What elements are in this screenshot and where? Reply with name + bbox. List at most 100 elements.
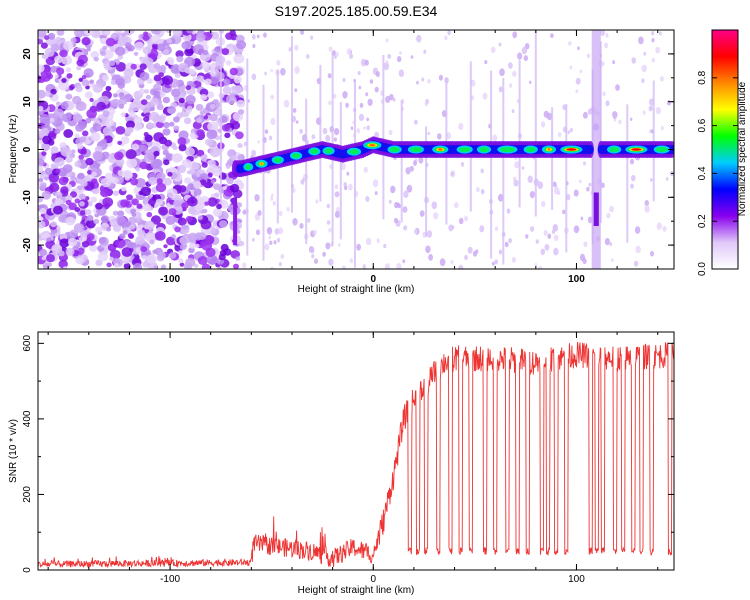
noise-blob bbox=[70, 37, 77, 43]
sparse-dot bbox=[328, 100, 332, 106]
noise-blob bbox=[175, 50, 184, 58]
noise-blob bbox=[204, 78, 212, 86]
sparse-dot bbox=[551, 229, 556, 234]
sparse-dot bbox=[641, 78, 645, 83]
sparse-dot bbox=[437, 133, 442, 140]
noise-blob bbox=[174, 226, 181, 233]
sparse-dot bbox=[396, 263, 402, 269]
noise-blob bbox=[89, 97, 94, 102]
sparse-dot bbox=[408, 167, 412, 172]
noise-blob bbox=[133, 122, 143, 131]
noise-blob bbox=[56, 30, 65, 36]
snr-plot-area bbox=[38, 332, 674, 570]
sparse-dot bbox=[517, 52, 523, 60]
sparse-dot bbox=[268, 235, 272, 240]
sparse-dot bbox=[427, 131, 430, 136]
noise-blob bbox=[40, 182, 47, 189]
noise-blob bbox=[50, 221, 57, 228]
noise-blob bbox=[117, 82, 125, 89]
noise-blob bbox=[63, 129, 74, 138]
heatmap-x-axis-label: Height of straight line (km) bbox=[298, 284, 415, 295]
noise-blob bbox=[139, 63, 147, 70]
noise-blob bbox=[173, 116, 180, 123]
spectral-streak bbox=[305, 98, 308, 245]
spectral-band-core bbox=[233, 197, 238, 246]
noise-blob bbox=[195, 33, 206, 42]
noise-blob bbox=[84, 91, 93, 99]
sparse-dot bbox=[264, 71, 267, 76]
sparse-dot bbox=[414, 119, 418, 125]
sparse-dot bbox=[665, 177, 669, 181]
noise-blob bbox=[168, 60, 174, 65]
sparse-dot bbox=[356, 128, 361, 134]
noise-blob bbox=[86, 47, 91, 52]
noise-blob bbox=[207, 197, 218, 207]
sparse-dot bbox=[372, 179, 379, 188]
noise-blob bbox=[200, 195, 209, 204]
noise-blob bbox=[53, 108, 65, 118]
noise-blob bbox=[156, 121, 164, 129]
noise-blob bbox=[89, 244, 98, 252]
noise-blob bbox=[230, 154, 237, 161]
noise-blob bbox=[201, 61, 211, 70]
sparse-dot bbox=[509, 83, 513, 88]
sparse-dot bbox=[553, 234, 559, 241]
sparse-dot bbox=[383, 62, 390, 71]
noise-blob bbox=[95, 202, 103, 210]
noise-blob bbox=[92, 123, 102, 132]
spectral-streak bbox=[339, 101, 342, 240]
sparse-dot bbox=[513, 179, 519, 187]
noise-blob bbox=[65, 194, 73, 202]
sparse-dot bbox=[271, 193, 274, 198]
noise-blob bbox=[206, 254, 218, 265]
noise-blob bbox=[95, 259, 103, 267]
noise-blob bbox=[119, 233, 126, 240]
sparse-dot bbox=[348, 183, 353, 191]
sparse-dot bbox=[490, 46, 496, 53]
noise-blob bbox=[167, 171, 173, 177]
noise-blob bbox=[207, 172, 213, 177]
sparse-dot bbox=[421, 77, 425, 82]
sparse-dot bbox=[388, 199, 392, 204]
sparse-dot bbox=[315, 199, 319, 204]
sparse-dot bbox=[383, 243, 387, 249]
noise-blob bbox=[141, 255, 148, 260]
noise-blob bbox=[90, 196, 98, 203]
spectral-streak bbox=[219, 30, 222, 205]
sparse-dot bbox=[403, 190, 409, 198]
noise-blob bbox=[143, 152, 155, 163]
noise-blob bbox=[105, 85, 112, 92]
sparse-dot bbox=[294, 44, 299, 51]
sparse-dot bbox=[390, 185, 396, 194]
heatmap-y-tick-label: -10 bbox=[22, 190, 33, 205]
noise-blob bbox=[38, 220, 46, 229]
noise-blob bbox=[157, 43, 166, 52]
noise-blob bbox=[193, 188, 202, 196]
noise-blob bbox=[105, 37, 116, 47]
noise-blob bbox=[56, 67, 65, 75]
noise-blob bbox=[154, 231, 166, 241]
sparse-dot bbox=[480, 189, 485, 195]
snr-x-tick-label: -100 bbox=[160, 574, 180, 585]
noise-blob bbox=[164, 139, 172, 147]
noise-blob bbox=[176, 55, 184, 63]
noise-blob bbox=[188, 247, 195, 254]
spectral-band-core bbox=[593, 192, 599, 226]
noise-blob bbox=[127, 232, 134, 239]
noise-blob bbox=[196, 117, 202, 123]
noise-blob bbox=[115, 126, 126, 135]
noise-blob bbox=[177, 164, 187, 174]
sparse-dot bbox=[497, 193, 504, 202]
sparse-dot bbox=[252, 237, 255, 242]
sparse-dot bbox=[521, 46, 528, 55]
noise-blob bbox=[78, 121, 87, 130]
noise-blob bbox=[54, 55, 63, 64]
noise-blob bbox=[225, 60, 232, 66]
sparse-dot bbox=[553, 247, 559, 256]
spectral-streak bbox=[534, 30, 537, 217]
ridge-segment-core bbox=[273, 157, 282, 163]
sparse-dot bbox=[494, 226, 499, 232]
sparse-dot bbox=[365, 92, 369, 97]
